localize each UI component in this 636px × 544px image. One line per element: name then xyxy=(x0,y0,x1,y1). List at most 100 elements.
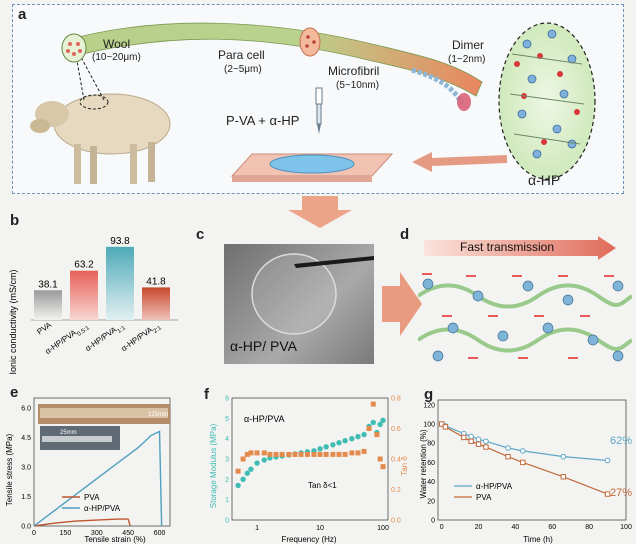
panel-f-label: f xyxy=(204,386,209,403)
f-point-tan xyxy=(317,451,323,457)
f-ytick-left: 5 xyxy=(225,416,229,423)
g-xtick: 20 xyxy=(475,524,483,531)
e-series-line xyxy=(33,518,131,527)
f-point-tan xyxy=(261,450,267,456)
f-point-modulus xyxy=(261,457,267,463)
panel-a-label: a xyxy=(18,6,27,23)
panel-d-label: d xyxy=(400,226,410,243)
mix-label: P-VA + α-HP xyxy=(226,113,300,128)
right-arrow xyxy=(382,272,422,336)
f-ytick-right: 0.2 xyxy=(391,487,401,494)
panel-b-chart: 38.1PVA63.2α-HP/PVA0.5:193.8α-HP/PVA1:14… xyxy=(8,236,178,375)
f-point-tan xyxy=(370,401,376,407)
f-xtick: 1 xyxy=(255,525,259,532)
down-arrow xyxy=(288,196,352,228)
f-point-tan xyxy=(235,468,241,474)
e-series-line xyxy=(33,430,163,527)
g-point xyxy=(519,448,526,454)
panel-f-chart: 1 10 100 0 1 2 3 4 5 6 0.0 0.2 0.4 0.6 0.8 α-HP/PVA Ta… xyxy=(209,396,409,544)
f-point-tan xyxy=(304,451,310,457)
g-point xyxy=(505,445,511,451)
e-ytick: 3.0 xyxy=(21,464,31,471)
f-title: α-HP/PVA xyxy=(244,414,285,424)
g-xtick: 0 xyxy=(440,524,444,531)
panel-g-chart: 0 20 40 60 80 100 0 20 40 60 80 100 120 α-HP/PVA PVA 6… xyxy=(419,399,632,544)
dimer-label: Dimer xyxy=(452,38,484,52)
b-tick-label: α-HP/PVA2:1 xyxy=(120,320,164,356)
f-ytick-left: 0 xyxy=(225,518,229,525)
b-bar xyxy=(34,290,62,320)
f-annotation: Tan δ<1 xyxy=(308,481,337,490)
e-xtick: 300 xyxy=(91,530,103,537)
f-point-modulus xyxy=(355,433,361,440)
b-value-label: 41.8 xyxy=(146,276,166,287)
g-series-line xyxy=(441,423,608,495)
b-bar xyxy=(142,287,170,320)
f-ylabel: Storage Modulus (MPa) xyxy=(209,423,218,508)
g-ytick: 60 xyxy=(427,460,435,467)
panel-e-chart: 0 150 300 450 6000.01.53.04.56.0PVAα-HP/PVA … xyxy=(5,397,171,544)
f-point-modulus xyxy=(330,442,336,448)
panel-g-label: g xyxy=(424,386,434,403)
f-point-tan xyxy=(336,451,342,457)
ahp-label: α-HP xyxy=(528,172,561,188)
g-point xyxy=(468,433,474,440)
g-xlabel: Time (h) xyxy=(523,535,553,544)
f-point-modulus xyxy=(361,431,367,438)
g-point xyxy=(520,459,526,466)
sample-photo xyxy=(224,244,374,364)
f-point-modulus xyxy=(244,470,251,476)
panel-e-label: e xyxy=(10,384,19,401)
e-ytick: 0.0 xyxy=(21,524,31,531)
e-inset-scale-1: 125mm xyxy=(148,412,168,418)
b-value-label: 38.1 xyxy=(38,279,58,290)
f-point-tan xyxy=(298,451,304,457)
e-xtick: 600 xyxy=(154,530,166,537)
g-point xyxy=(505,453,511,460)
dimer-size: (1~2nm) xyxy=(448,54,486,65)
panel-b-label: b xyxy=(10,212,20,229)
f-point-tan xyxy=(292,451,298,457)
f-xlabel: Frequency (Hz) xyxy=(281,535,336,544)
dimer-oval xyxy=(498,22,596,180)
g-pct-low: 27% xyxy=(610,487,632,499)
f-point-tan xyxy=(342,451,348,457)
g-ytick: 120 xyxy=(423,402,435,409)
f-point-tan xyxy=(248,450,254,456)
g-point xyxy=(560,453,567,460)
sheep-illustration xyxy=(30,43,171,184)
panel-d-illustration xyxy=(418,236,632,362)
b-bar xyxy=(106,246,134,320)
g-ytick: 0 xyxy=(431,518,435,525)
g-pct-high: 62% xyxy=(610,435,632,447)
b-ylabel: Ionic conductivity (mS/cm) xyxy=(8,269,18,374)
f-ytick-right: 0.8 xyxy=(391,396,401,403)
f-point-modulus xyxy=(349,435,355,442)
b-tick-sub: 0.5:1 xyxy=(76,325,91,338)
para-cell-size: (2~5μm) xyxy=(224,64,262,75)
f-point-modulus xyxy=(370,419,376,426)
f-point-tan xyxy=(323,451,329,457)
f-point-modulus xyxy=(317,446,323,452)
f-xtick: 10 xyxy=(316,525,324,532)
f-point-tan xyxy=(366,426,372,431)
e-legend-label: PVA xyxy=(84,493,100,502)
f-point-tan xyxy=(286,451,292,457)
g-ytick: 20 xyxy=(427,498,435,505)
e-xtick: 0 xyxy=(32,530,36,537)
e-axes-frame xyxy=(33,397,171,527)
f-point-modulus xyxy=(323,444,329,450)
g-legend-label: PVA xyxy=(476,493,492,502)
g-point xyxy=(438,421,445,427)
g-point xyxy=(604,491,611,497)
e-inset-scale-2: 25mm xyxy=(60,430,77,436)
f-point-tan xyxy=(330,451,336,457)
e-xtick: 150 xyxy=(60,530,72,537)
g-xtick: 80 xyxy=(585,524,593,531)
g-xtick: 40 xyxy=(512,524,520,531)
microfibril-label: Microfibril xyxy=(328,64,380,78)
para-cell-label: Para cell xyxy=(218,48,265,62)
wool-size: (10~20μm) xyxy=(92,52,141,63)
g-point xyxy=(461,434,467,441)
g-point xyxy=(604,457,611,464)
